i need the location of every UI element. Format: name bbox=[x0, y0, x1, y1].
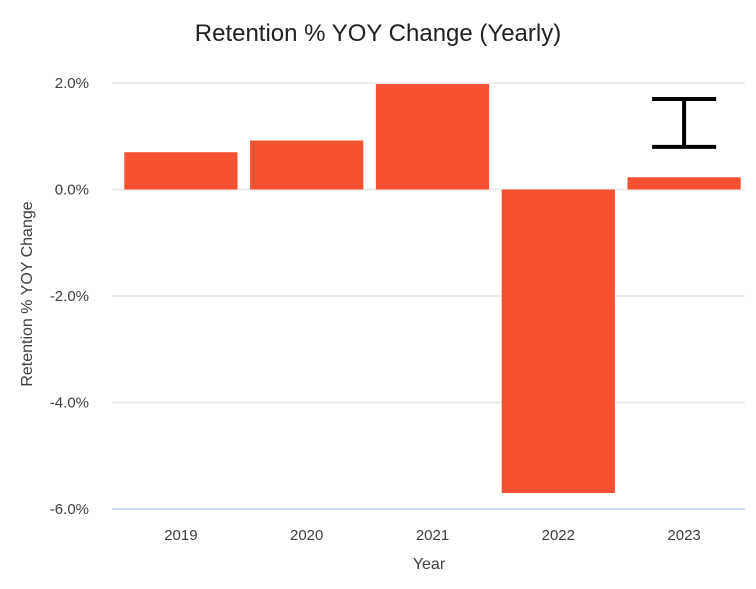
bar-2021 bbox=[375, 84, 490, 190]
chart-title: Retention % YOY Change (Yearly) bbox=[195, 20, 561, 47]
bars bbox=[124, 84, 741, 494]
y-tick-label: -6.0% bbox=[50, 501, 89, 518]
bar-2022 bbox=[501, 189, 615, 494]
y-tick-label: 2.0% bbox=[55, 75, 89, 92]
x-axis-ticks: 2019 2020 2021 2022 2023 bbox=[164, 527, 701, 544]
y-tick-label: -4.0% bbox=[50, 395, 89, 412]
y-axis-label: Retention % YOY Change bbox=[19, 201, 36, 386]
x-tick-label: 2019 bbox=[164, 527, 197, 544]
y-tick-label: -2.0% bbox=[50, 288, 89, 305]
x-tick-label: 2020 bbox=[290, 527, 323, 544]
x-tick-label: 2021 bbox=[416, 527, 449, 544]
y-tick-label: 0.0% bbox=[55, 182, 89, 199]
x-tick-label: 2023 bbox=[667, 527, 700, 544]
x-tick-label: 2022 bbox=[542, 527, 575, 544]
bar-2020 bbox=[250, 140, 364, 190]
bar-2019 bbox=[124, 152, 238, 190]
bar-2023 bbox=[627, 177, 741, 190]
x-axis-label: Year bbox=[413, 556, 446, 573]
error-bar bbox=[652, 96, 717, 149]
y-axis-ticks: 2.0% 0.0% -2.0% -4.0% -6.0% bbox=[50, 75, 89, 518]
